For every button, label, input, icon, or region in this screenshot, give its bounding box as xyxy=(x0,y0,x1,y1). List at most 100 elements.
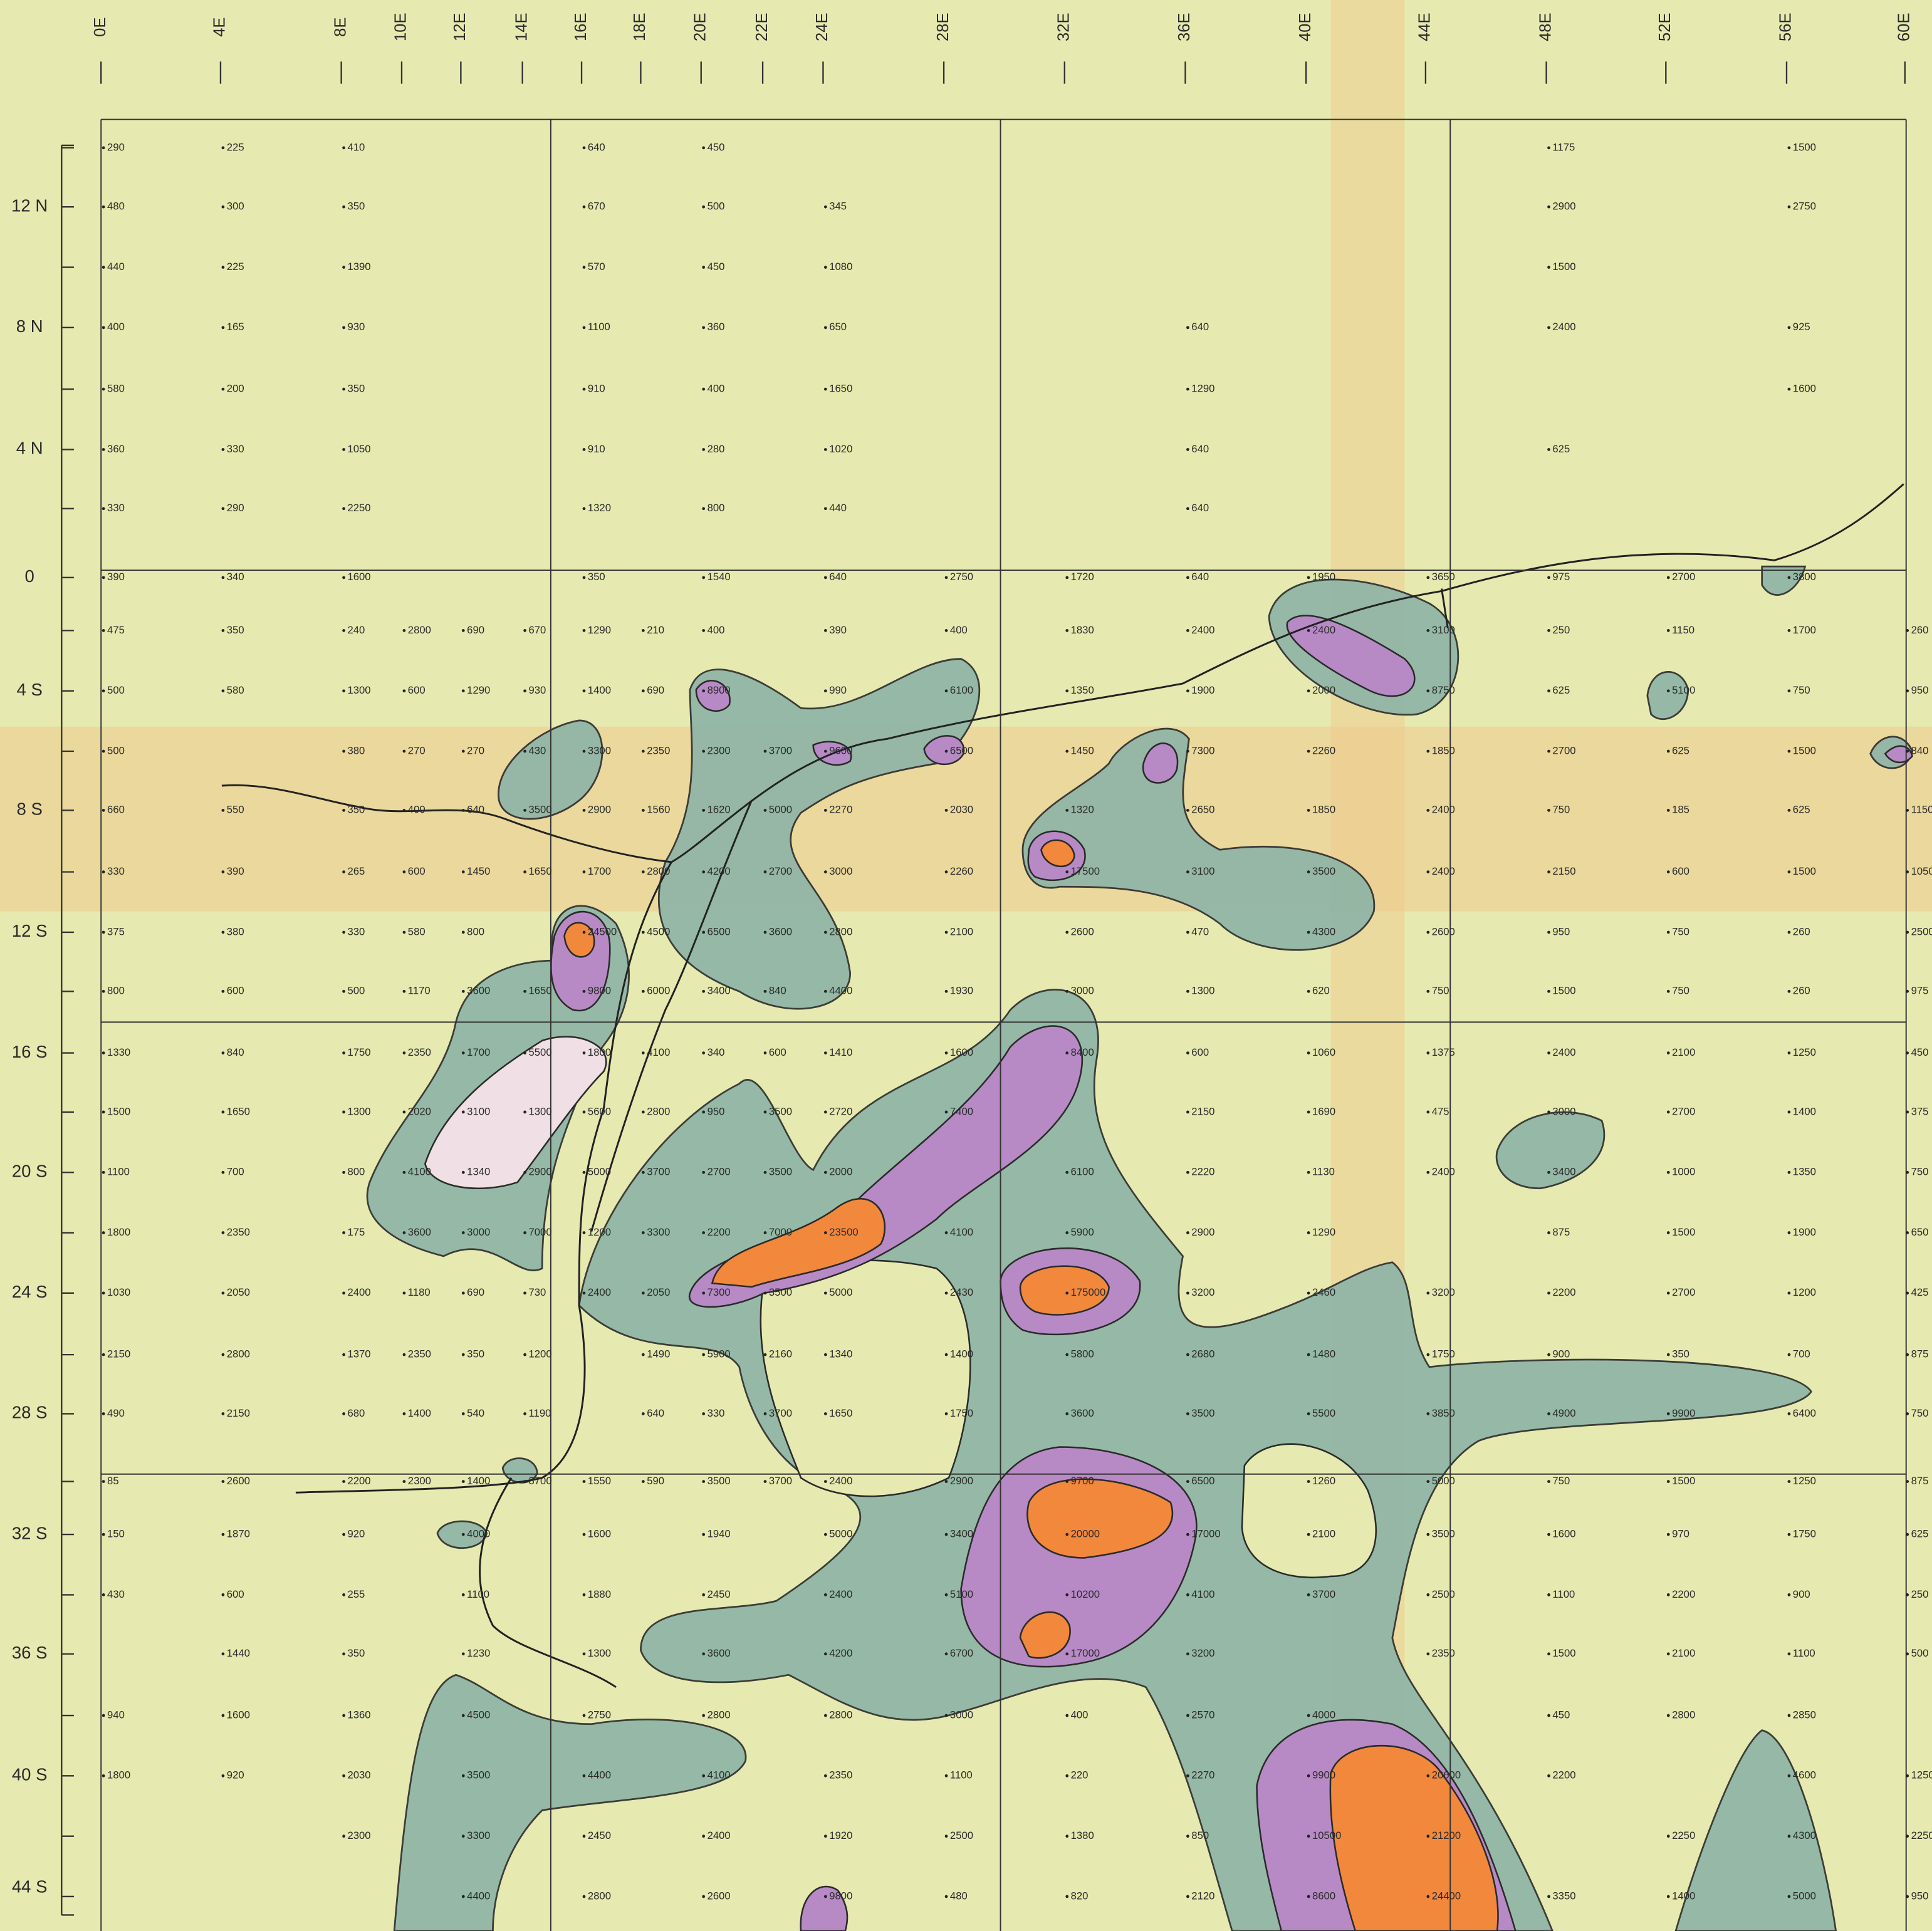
plot-dot xyxy=(1547,750,1550,753)
grid-value: 3100 xyxy=(1432,624,1455,636)
grid-value: 5800 xyxy=(1071,1348,1094,1360)
plot-dot xyxy=(1186,1412,1189,1415)
plot-dot xyxy=(1667,931,1670,934)
grid-value: 940 xyxy=(107,1709,125,1720)
grid-value: 2250 xyxy=(1672,1830,1695,1841)
plot-dot xyxy=(945,1774,948,1777)
plot-dot xyxy=(1788,206,1791,209)
grid-value: 1750 xyxy=(347,1046,370,1058)
grid-value: 440 xyxy=(829,502,847,514)
grid-value: 840 xyxy=(769,985,786,997)
grid-value: 1900 xyxy=(1793,1226,1816,1238)
plot-dot xyxy=(222,507,225,510)
plot-dot xyxy=(764,1480,767,1483)
plot-dot xyxy=(1906,809,1909,812)
plot-dot xyxy=(583,1291,586,1294)
plot-dot xyxy=(764,1291,767,1294)
grid-value: 1370 xyxy=(347,1348,370,1360)
plot-dot xyxy=(342,388,345,391)
plot-dot xyxy=(583,1652,586,1655)
grid-value: 450 xyxy=(1552,1709,1570,1720)
plot-dot xyxy=(1788,990,1791,993)
plot-dot xyxy=(1426,750,1429,753)
grid-value: 4100 xyxy=(708,1769,731,1781)
plot-dot xyxy=(1667,1291,1670,1294)
grid-value: 2250 xyxy=(1911,1830,1932,1841)
grid-value: 2200 xyxy=(1552,1769,1575,1781)
plot-dot xyxy=(824,1291,827,1294)
grid-value: 5900 xyxy=(708,1348,731,1360)
plot-dot xyxy=(764,1353,767,1356)
grid-value: 345 xyxy=(829,200,847,212)
grid-value: 1800 xyxy=(588,1046,611,1058)
grid-value: 1340 xyxy=(829,1348,852,1360)
grid-value: 640 xyxy=(1191,443,1209,455)
plot-dot xyxy=(702,388,705,391)
grid-value: 1190 xyxy=(528,1407,551,1419)
grid-value: 3700 xyxy=(769,744,792,756)
plot-dot xyxy=(1547,1480,1550,1483)
grid-value: 290 xyxy=(107,141,125,153)
plot-dot xyxy=(523,870,526,873)
plot-dot xyxy=(1426,1412,1429,1415)
plot-dot xyxy=(1906,1111,1909,1114)
plot-dot xyxy=(1906,1835,1909,1838)
plot-dot xyxy=(1065,1412,1068,1415)
plot-dot xyxy=(222,1412,225,1415)
grid-value: 800 xyxy=(467,925,484,937)
plot-dot xyxy=(462,1231,465,1234)
plot-dot xyxy=(583,1714,586,1717)
plot-dot xyxy=(462,1412,465,1415)
grid-value: 2150 xyxy=(1191,1105,1214,1117)
grid-value: 2750 xyxy=(588,1709,611,1720)
grid-value: 6100 xyxy=(950,684,973,696)
grid-value: 2400 xyxy=(708,1830,731,1841)
grid-value: 390 xyxy=(227,865,244,877)
plot-dot xyxy=(1906,629,1909,632)
plot-dot xyxy=(342,931,345,934)
grid-value: 3000 xyxy=(467,1226,490,1238)
grid-value: 250 xyxy=(1552,624,1570,636)
grid-value: 1480 xyxy=(1312,1348,1335,1360)
grid-value: 24400 xyxy=(1432,1890,1461,1902)
grid-value: 2700 xyxy=(1672,1286,1695,1298)
grid-value: 1170 xyxy=(408,985,431,997)
grid-value: 3100 xyxy=(467,1105,490,1117)
plot-dot xyxy=(523,1051,526,1054)
grid-value: 2600 xyxy=(1432,925,1455,937)
plot-dot xyxy=(945,629,948,632)
grid-value: 2700 xyxy=(1552,744,1575,756)
grid-value: 2600 xyxy=(1071,925,1094,937)
lon-label: 52E xyxy=(1656,13,1674,41)
lon-label: 40E xyxy=(1297,13,1314,41)
grid-value: 500 xyxy=(1911,1647,1929,1659)
grid-value: 1950 xyxy=(1312,571,1335,583)
grid-value: 350 xyxy=(347,804,365,816)
grid-value: 2800 xyxy=(829,1709,852,1720)
plot-dot xyxy=(102,750,105,753)
grid-value: 350 xyxy=(347,1647,365,1659)
plot-dot xyxy=(462,1593,465,1596)
plot-dot xyxy=(945,990,948,993)
plot-dot xyxy=(583,689,586,692)
plot-dot xyxy=(583,1835,586,1838)
grid-value: 175000 xyxy=(1071,1286,1106,1298)
grid-value: 2400 xyxy=(1312,624,1335,636)
plot-dot xyxy=(1667,1895,1670,1898)
plot-dot xyxy=(1547,689,1550,692)
plot-dot xyxy=(1547,448,1550,451)
plot-dot xyxy=(1307,990,1310,993)
plot-dot xyxy=(1426,1533,1429,1536)
lon-label: 12E xyxy=(451,13,469,41)
plot-dot xyxy=(642,870,645,873)
grid-value: 580 xyxy=(107,383,125,395)
plot-dot xyxy=(702,1171,705,1174)
lon-label: 22E xyxy=(753,13,771,41)
grid-value: 2900 xyxy=(1191,1226,1214,1238)
plot-dot xyxy=(1788,1231,1791,1234)
plot-dot xyxy=(1788,689,1791,692)
plot-dot xyxy=(1426,629,1429,632)
plot-dot xyxy=(1906,1774,1909,1777)
plot-dot xyxy=(523,1291,526,1294)
grid-value: 2400 xyxy=(1432,804,1455,816)
